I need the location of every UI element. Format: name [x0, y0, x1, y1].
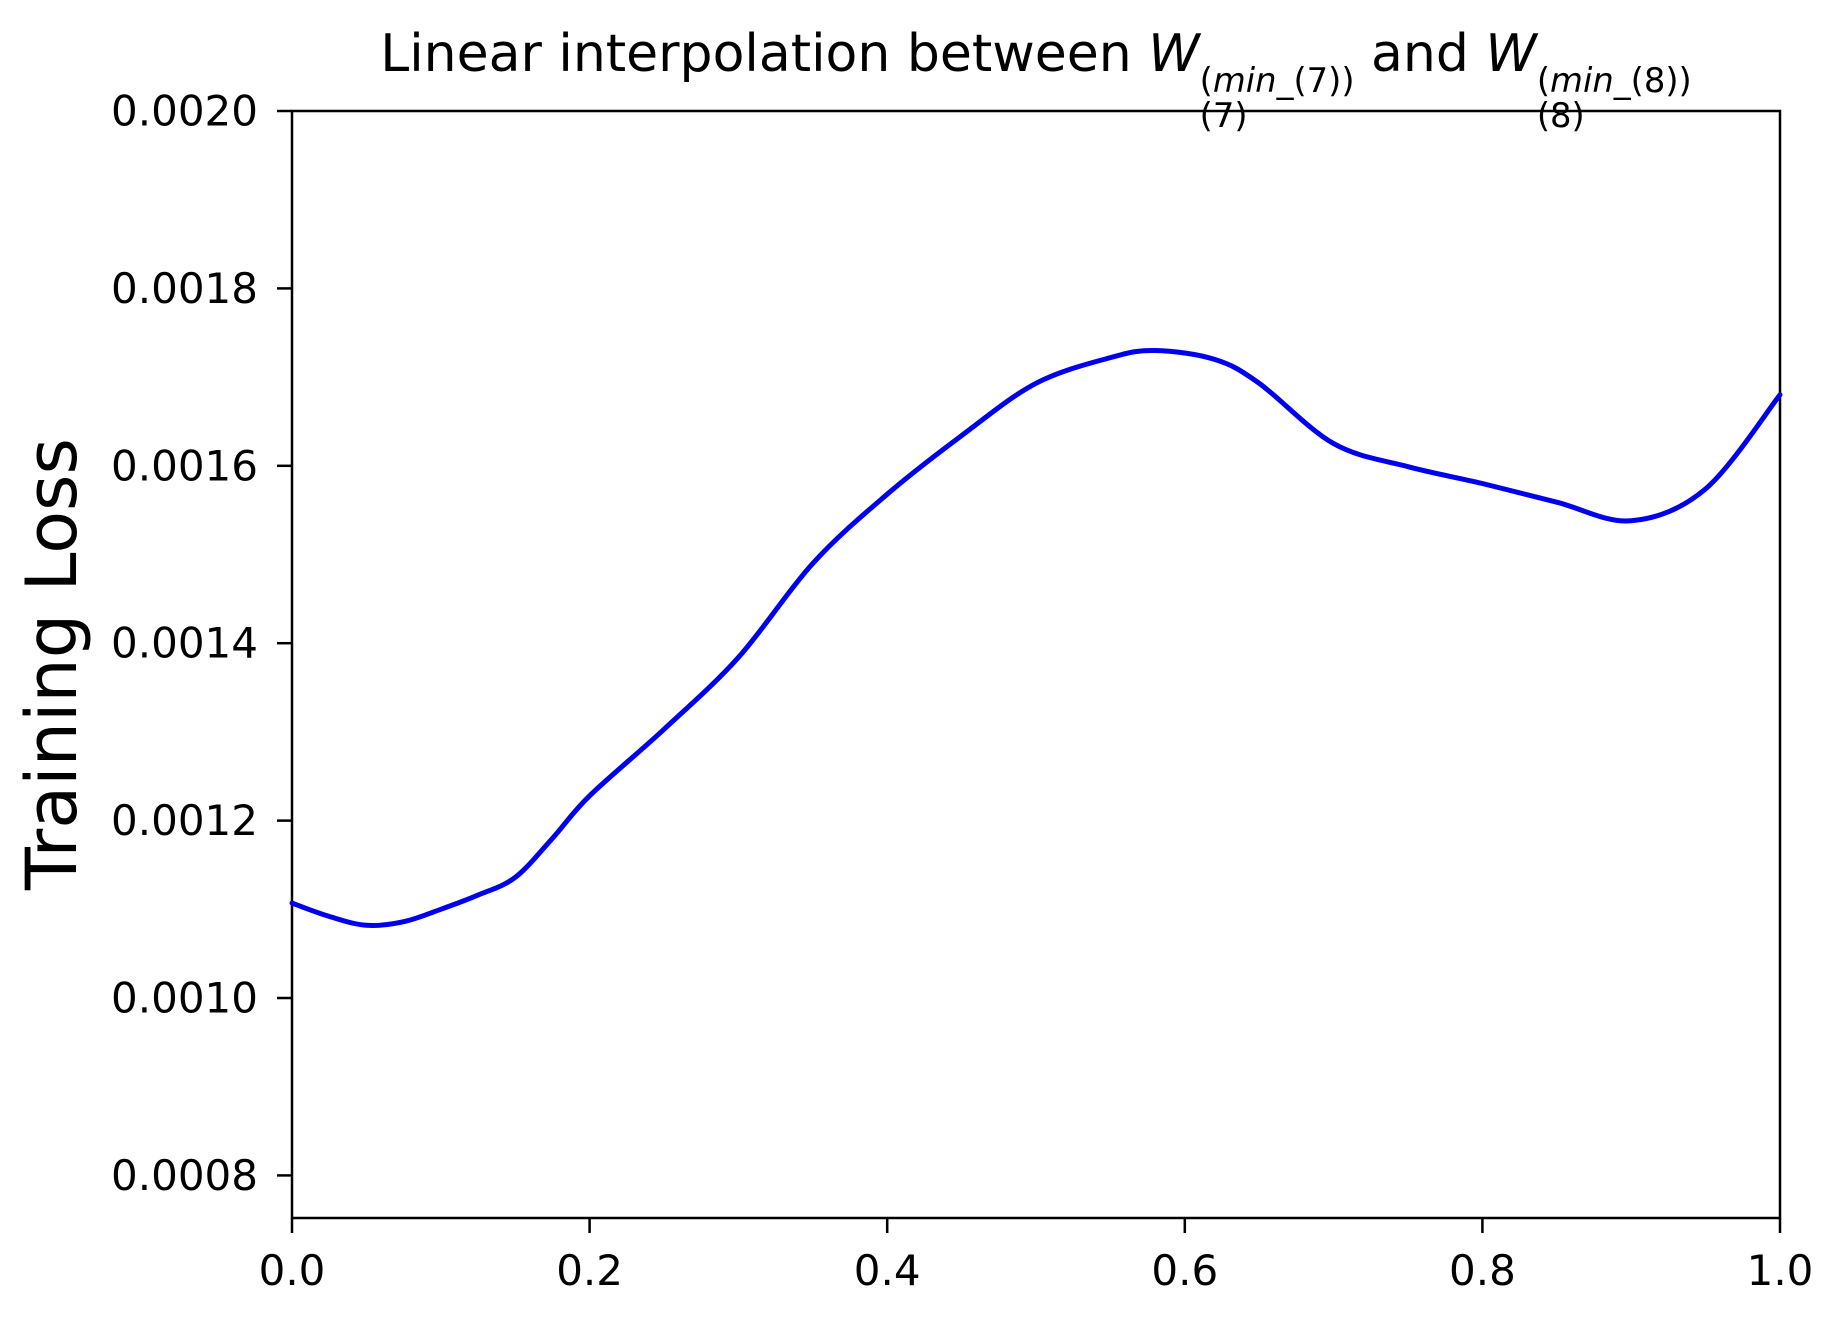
title-w1-sup-rest: _(7)) — [1276, 60, 1355, 100]
title-w2-base: W — [1485, 24, 1537, 84]
title-w1-sup-open: ( — [1199, 60, 1213, 100]
x-tick-label: 0.8 — [1449, 1246, 1516, 1295]
y-axis-ticks: 0.0008 0.0010 0.0012 0.0014 0.0016 0.0018 0.00… — [111, 87, 292, 1200]
y-tick-label: 0.0018 — [111, 264, 258, 313]
title-w2-sup-open: ( — [1536, 60, 1551, 100]
y-tick-label: 0.0012 — [111, 796, 258, 845]
title-w2-sup-rest: _(8)) — [1613, 60, 1692, 100]
y-tick-label: 0.0016 — [111, 441, 258, 490]
plot-border — [290, 109, 1782, 1220]
y-tick-label: 0.0020 — [111, 87, 258, 136]
y-tick-label: 0.0010 — [111, 974, 258, 1023]
title-w2-scripts: (min_(8)) (8) — [1537, 63, 1692, 134]
title-w1-sup-var: min — [1212, 60, 1277, 100]
x-tick-label: 0.4 — [854, 1246, 921, 1295]
x-tick-label: 0.0 — [259, 1246, 326, 1295]
x-axis-ticks: 0.0 0.2 0.4 0.6 0.8 1.0 — [259, 1218, 1814, 1295]
x-tick-label: 0.2 — [556, 1246, 623, 1295]
y-tick-label: 0.0008 — [111, 1151, 258, 1200]
title-prefix: Linear interpolation between — [380, 24, 1149, 84]
x-tick-label: 0.6 — [1151, 1246, 1218, 1295]
title-w1-sub: (7) — [1199, 96, 1248, 136]
title-w1-base: W — [1148, 24, 1200, 84]
y-axis-label: Training Loss — [11, 438, 93, 890]
title-w2-sup-var: min — [1550, 60, 1614, 100]
x-tick-label: 1.0 — [1747, 1246, 1814, 1295]
title-connector: and — [1354, 24, 1486, 84]
title-w2-sub: (8) — [1536, 96, 1585, 136]
loss-curve — [289, 347, 1783, 929]
title-w1-scripts: (min_(7)) (7) — [1200, 63, 1355, 134]
y-tick-label: 0.0014 — [111, 619, 258, 668]
chart-title: Linear interpolation between W (min_(7))(… — [292, 24, 1780, 134]
